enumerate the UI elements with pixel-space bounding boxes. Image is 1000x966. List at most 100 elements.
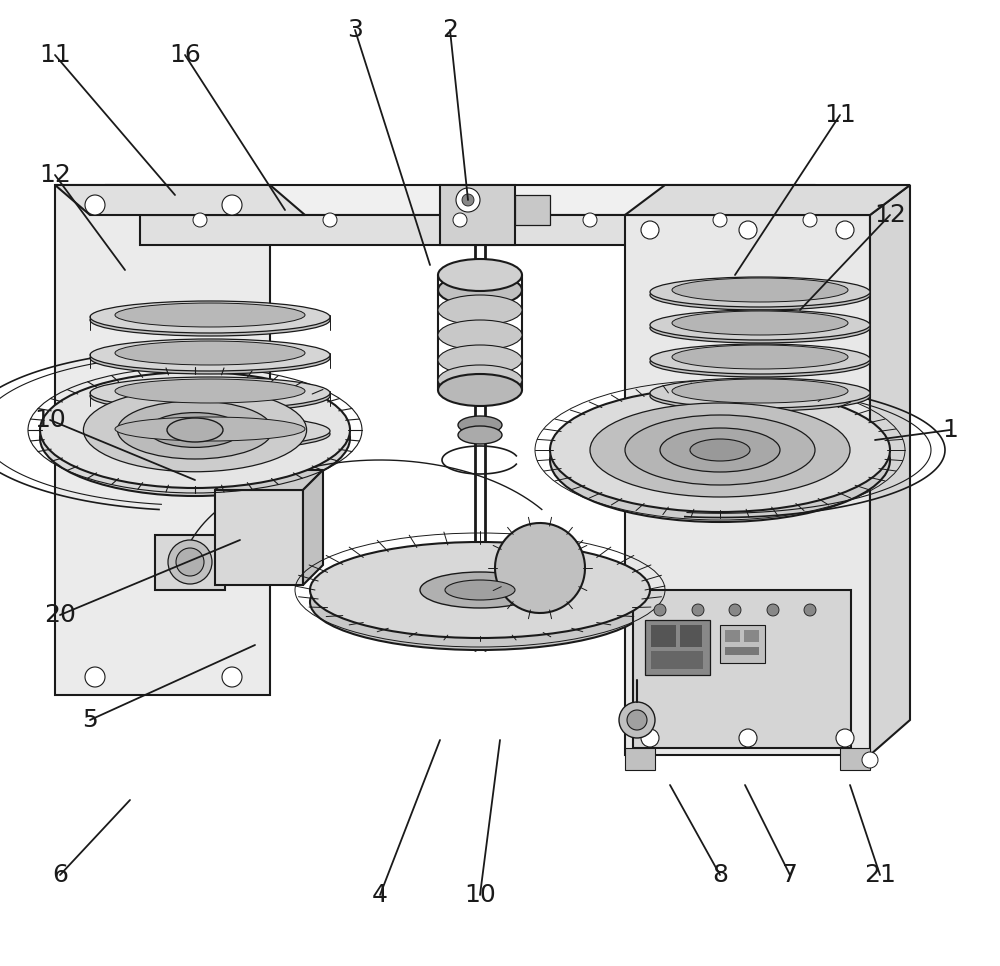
Text: 12: 12 <box>874 203 906 227</box>
Polygon shape <box>215 470 323 490</box>
Circle shape <box>222 195 242 215</box>
Text: 3: 3 <box>347 18 363 42</box>
Ellipse shape <box>550 398 890 522</box>
Ellipse shape <box>90 415 330 447</box>
Circle shape <box>85 195 105 215</box>
Ellipse shape <box>148 412 242 447</box>
Ellipse shape <box>672 311 848 335</box>
Circle shape <box>641 221 659 239</box>
Ellipse shape <box>650 381 870 411</box>
Circle shape <box>456 188 480 212</box>
Bar <box>155 535 225 590</box>
Circle shape <box>729 604 741 616</box>
Circle shape <box>804 604 816 616</box>
Ellipse shape <box>176 548 204 576</box>
Ellipse shape <box>90 304 330 336</box>
Polygon shape <box>55 185 270 695</box>
Ellipse shape <box>495 523 585 613</box>
Ellipse shape <box>90 342 330 374</box>
Text: 11: 11 <box>39 43 71 67</box>
Ellipse shape <box>625 415 815 485</box>
Circle shape <box>767 604 779 616</box>
Polygon shape <box>140 215 855 245</box>
Ellipse shape <box>438 295 522 325</box>
Ellipse shape <box>310 542 650 638</box>
Ellipse shape <box>115 303 305 327</box>
Text: 20: 20 <box>44 603 76 627</box>
Circle shape <box>462 194 474 206</box>
Text: 2: 2 <box>442 18 458 42</box>
Bar <box>625 748 655 770</box>
Ellipse shape <box>310 554 650 650</box>
Text: 1: 1 <box>942 418 958 442</box>
Ellipse shape <box>438 345 522 375</box>
Ellipse shape <box>438 365 522 395</box>
Ellipse shape <box>90 377 330 409</box>
Ellipse shape <box>660 428 780 472</box>
Ellipse shape <box>90 301 330 333</box>
Bar <box>651 651 703 669</box>
Circle shape <box>862 752 878 768</box>
Polygon shape <box>625 215 870 755</box>
Ellipse shape <box>650 378 870 408</box>
Circle shape <box>323 213 337 227</box>
Circle shape <box>836 729 854 747</box>
Ellipse shape <box>115 417 305 441</box>
Bar <box>744 630 759 642</box>
Bar <box>645 620 710 675</box>
Bar <box>215 490 303 585</box>
Ellipse shape <box>40 380 350 496</box>
Ellipse shape <box>690 439 750 461</box>
Text: 11: 11 <box>824 103 856 127</box>
Polygon shape <box>870 185 910 755</box>
Ellipse shape <box>90 418 330 450</box>
Bar <box>680 625 702 647</box>
Ellipse shape <box>438 274 522 306</box>
Text: 4: 4 <box>372 883 388 907</box>
Circle shape <box>692 604 704 616</box>
Ellipse shape <box>672 379 848 403</box>
Circle shape <box>654 604 666 616</box>
Circle shape <box>739 729 757 747</box>
Polygon shape <box>625 185 910 215</box>
Bar <box>720 625 765 663</box>
Bar <box>651 625 676 647</box>
Circle shape <box>641 729 659 747</box>
Ellipse shape <box>650 344 870 374</box>
Ellipse shape <box>40 372 350 488</box>
Ellipse shape <box>590 403 850 497</box>
Ellipse shape <box>438 259 522 291</box>
Ellipse shape <box>458 426 502 444</box>
Ellipse shape <box>672 278 848 302</box>
Text: 21: 21 <box>864 863 896 887</box>
Circle shape <box>619 702 655 738</box>
Ellipse shape <box>650 310 870 340</box>
Ellipse shape <box>550 388 890 512</box>
Ellipse shape <box>445 580 515 600</box>
Text: 8: 8 <box>712 863 728 887</box>
Polygon shape <box>55 185 305 215</box>
Bar <box>725 630 740 642</box>
Text: 6: 6 <box>52 863 68 887</box>
Ellipse shape <box>115 341 305 365</box>
Text: 7: 7 <box>782 863 798 887</box>
Ellipse shape <box>420 572 540 608</box>
Bar <box>440 185 515 245</box>
Circle shape <box>583 213 597 227</box>
Bar <box>725 647 759 655</box>
Text: 16: 16 <box>169 43 201 67</box>
Text: 5: 5 <box>82 708 98 732</box>
Circle shape <box>836 221 854 239</box>
Ellipse shape <box>90 380 330 412</box>
Ellipse shape <box>650 280 870 310</box>
Bar <box>633 590 851 748</box>
Ellipse shape <box>83 388 307 471</box>
Ellipse shape <box>118 401 272 459</box>
Circle shape <box>453 213 467 227</box>
Circle shape <box>739 221 757 239</box>
Ellipse shape <box>650 347 870 377</box>
Circle shape <box>803 213 817 227</box>
Ellipse shape <box>650 313 870 343</box>
Circle shape <box>627 710 647 730</box>
Polygon shape <box>303 470 323 585</box>
